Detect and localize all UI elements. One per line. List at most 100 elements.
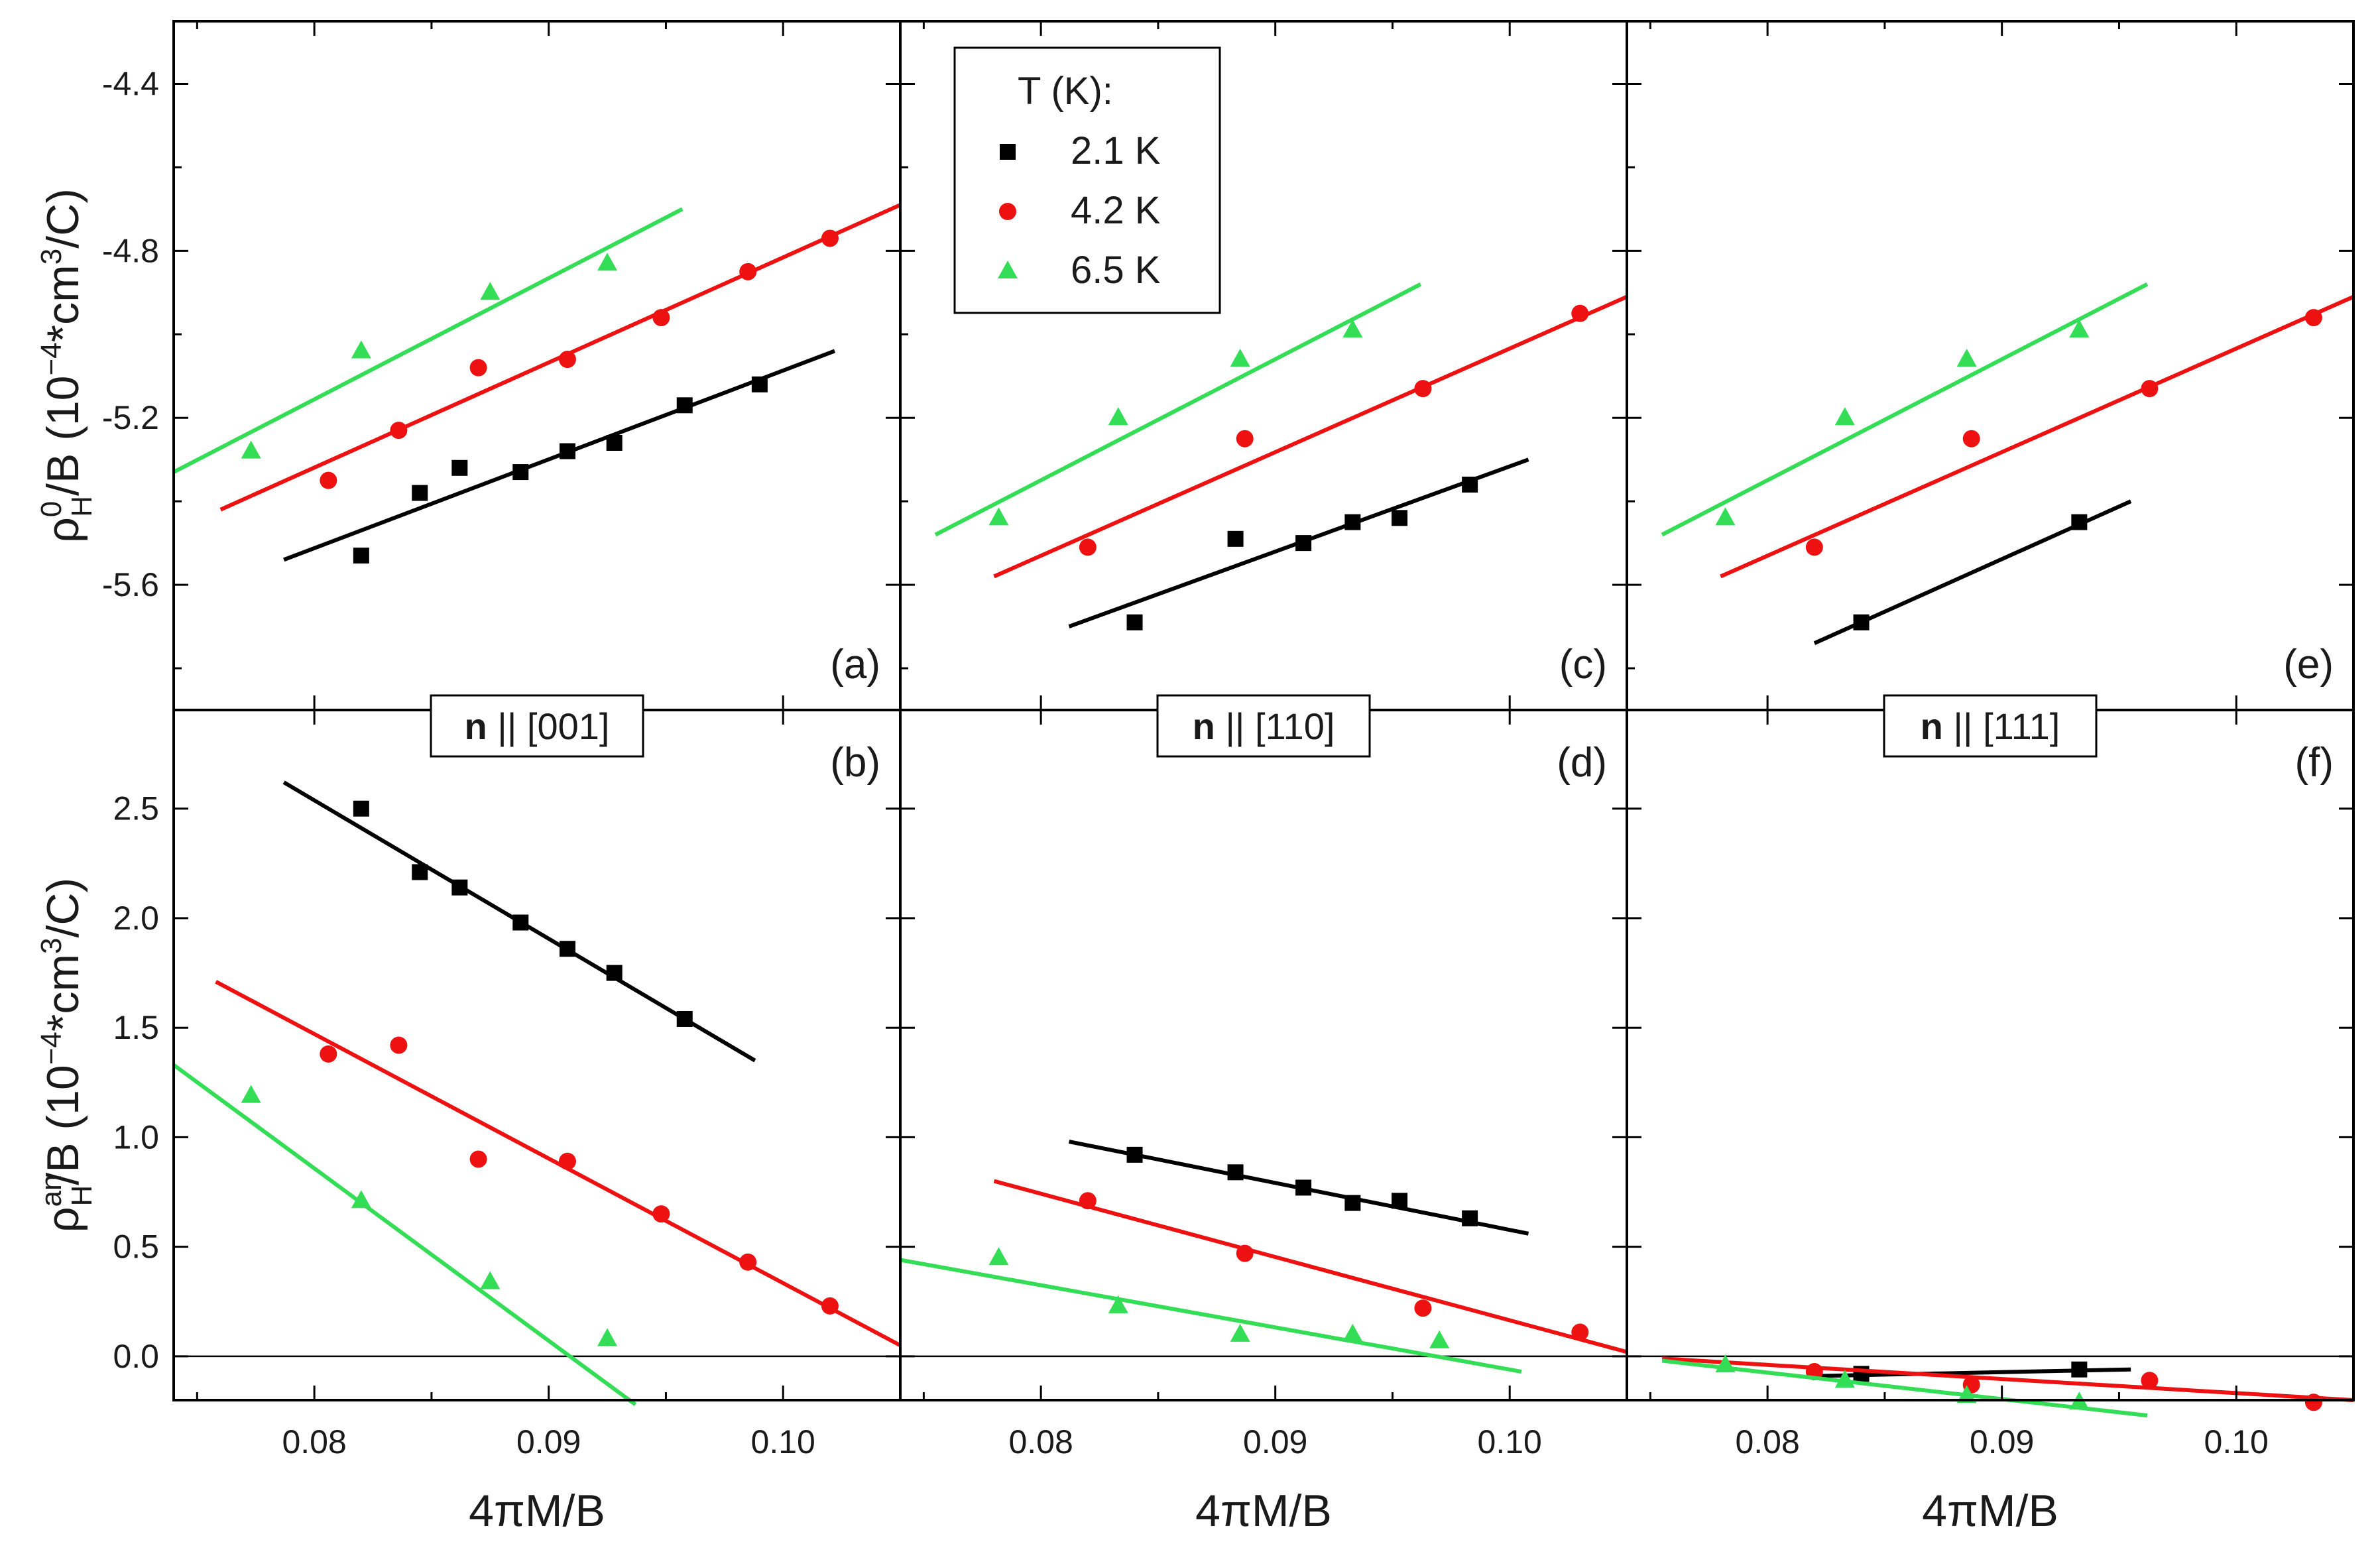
y-axis-title-part: /B (10 xyxy=(38,376,88,496)
data-point-circle xyxy=(652,1205,670,1223)
series-4-2-K xyxy=(993,294,1628,579)
y-tick-label: -5.6 xyxy=(102,566,159,603)
data-point-circle xyxy=(2304,309,2322,327)
data-point-triangle xyxy=(1108,1295,1128,1313)
x-tick-label: 0.09 xyxy=(1970,1423,2034,1460)
x-tick-label: 0.08 xyxy=(1735,1423,1799,1460)
data-point-triangle xyxy=(988,507,1009,526)
y-axis-title-bottom: ρanH/B (10−4*cm3/C) xyxy=(35,878,98,1232)
y-tick-label: 2.0 xyxy=(113,900,159,937)
data-point-triangle xyxy=(1715,1354,1736,1373)
panel-d xyxy=(900,1140,1628,1374)
y-axis-title-part: ρ xyxy=(38,517,88,543)
data-point-square xyxy=(1344,1195,1361,1211)
legend-frame xyxy=(953,46,1221,314)
data-point-circle xyxy=(1571,1323,1589,1341)
data-point-circle xyxy=(2304,1394,2322,1411)
data-point-square xyxy=(353,800,369,817)
data-point-triangle xyxy=(1108,407,1128,426)
panel-a xyxy=(172,203,902,564)
data-point-triangle xyxy=(351,1190,371,1209)
data-point-square xyxy=(451,459,468,476)
series-2-1-K xyxy=(282,780,756,1063)
data-point-triangle xyxy=(241,1085,261,1103)
data-point-triangle xyxy=(1715,507,1736,526)
series-2-1-K xyxy=(1813,499,2132,645)
data-point-triangle xyxy=(597,1328,618,1346)
data-point-square xyxy=(412,485,428,501)
x-tick-label: 0.10 xyxy=(751,1423,815,1460)
data-point-circle xyxy=(2141,1372,2159,1390)
data-point-circle xyxy=(1962,430,1980,447)
y-axis-title-part: /C) xyxy=(38,878,88,938)
data-point-square xyxy=(1227,530,1244,547)
data-point-square xyxy=(512,914,529,931)
panel-label: (a) xyxy=(830,642,880,687)
series-4-2-K xyxy=(1661,1356,2354,1411)
y-axis-title-part: ρ xyxy=(38,1207,88,1232)
data-point-circle xyxy=(558,351,576,369)
data-point-triangle xyxy=(480,1271,501,1289)
fit-line xyxy=(283,349,836,562)
y-tick-label: 1.5 xyxy=(113,1009,159,1046)
orientation-direction: || [110] xyxy=(1215,705,1335,747)
data-point-triangle xyxy=(480,282,501,300)
data-point-triangle xyxy=(2069,319,2090,337)
orientation-direction: || [001] xyxy=(487,705,610,747)
data-point-square xyxy=(1344,514,1361,530)
data-point-square xyxy=(676,1010,693,1027)
y-axis-title-part: *cm xyxy=(38,954,88,1032)
data-point-square xyxy=(676,397,693,414)
y-tick-label: -4.4 xyxy=(102,65,159,102)
series-6-5-K xyxy=(900,1247,1522,1374)
data-point-triangle xyxy=(1230,1323,1250,1342)
y-axis-title-part: /C) xyxy=(38,188,88,249)
fit-line xyxy=(993,1179,1628,1354)
data-point-square xyxy=(512,464,529,481)
panel-b xyxy=(172,780,902,1407)
legend-label: 4.2 K xyxy=(1071,189,1161,232)
data-point-circle xyxy=(390,422,408,440)
series-6-5-K xyxy=(172,207,684,474)
data-point-circle xyxy=(1236,1244,1254,1262)
orientation-vector: n xyxy=(1921,705,1943,747)
data-point-circle xyxy=(1805,538,1823,556)
data-point-triangle xyxy=(597,253,618,271)
series-2-1-K xyxy=(1068,1140,1529,1236)
y-axis-title-part: 3 xyxy=(35,938,68,954)
data-point-triangle xyxy=(1342,319,1363,337)
data-point-square xyxy=(1462,1210,1478,1226)
data-point-square xyxy=(451,879,468,896)
data-point-circle xyxy=(2141,380,2159,398)
y-tick-label: -4.8 xyxy=(102,232,159,269)
orientation-box: n || [110] xyxy=(1156,694,1371,758)
y-axis-title-part: an xyxy=(35,1174,68,1207)
panel-f xyxy=(1661,1354,2354,1418)
data-point-circle xyxy=(390,1036,408,1054)
series-6-5-K xyxy=(1661,282,2149,537)
orientation-box: n || [111] xyxy=(1883,694,2098,758)
data-point-square xyxy=(353,548,369,564)
series-6-5-K xyxy=(172,1063,637,1407)
data-point-square xyxy=(1392,1193,1408,1209)
data-point-triangle xyxy=(1956,1385,1977,1403)
legend-title: T (K): xyxy=(1018,70,1113,113)
x-tick-label: 0.08 xyxy=(1008,1423,1073,1460)
data-point-square xyxy=(559,443,575,459)
orientation-vector: n xyxy=(465,705,487,747)
fit-line xyxy=(1720,294,2355,579)
data-point-square xyxy=(1000,144,1016,160)
y-axis-title-part: −4 xyxy=(35,342,68,375)
y-axis-title-part: 3 xyxy=(35,249,68,265)
x-tick-label: 0.09 xyxy=(1243,1423,1307,1460)
data-point-circle xyxy=(1079,538,1097,556)
y-axis-title-part: H xyxy=(66,496,98,517)
fit-line xyxy=(1661,1358,2148,1418)
y-axis-title-part: /B (10 xyxy=(38,1065,88,1185)
x-tick-label: 0.08 xyxy=(282,1423,346,1460)
data-point-square xyxy=(606,965,623,981)
data-point-triangle xyxy=(1834,1370,1855,1388)
series-4-2-K xyxy=(215,980,902,1348)
data-point-square xyxy=(1295,1179,1312,1196)
series-4-2-K xyxy=(219,203,902,512)
